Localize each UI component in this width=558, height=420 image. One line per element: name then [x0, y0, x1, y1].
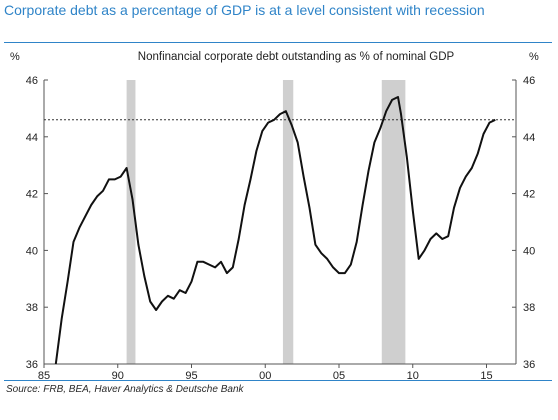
- series-line-corporate-debt: [54, 96, 496, 365]
- x-tick-label: 00: [259, 370, 271, 382]
- headline-rule: [4, 42, 552, 43]
- y-tick-left-label: 38: [26, 302, 38, 314]
- y-tick-right-label: 40: [523, 245, 535, 257]
- x-tick-label: 15: [480, 370, 492, 382]
- y-tick-left-label: 44: [26, 132, 38, 144]
- y-unit-left: %: [10, 51, 20, 63]
- source-rule: [4, 380, 552, 381]
- y-unit-right: %: [529, 51, 539, 63]
- y-tick-right-label: 36: [523, 359, 535, 371]
- y-tick-right-label: 46: [523, 75, 535, 87]
- y-tick-right-label: 38: [523, 302, 535, 314]
- chart-title: Nonfinancial corporate debt outstanding …: [138, 51, 455, 63]
- x-tick-label: 90: [112, 370, 124, 382]
- x-tick-label: 10: [407, 370, 419, 382]
- y-tick-right-label: 44: [523, 132, 535, 144]
- headline: Corporate debt as a percentage of GDP is…: [4, 2, 485, 18]
- y-tick-left-label: 46: [26, 75, 38, 87]
- x-tick-label: 05: [333, 370, 345, 382]
- x-tick-label: 95: [185, 370, 197, 382]
- recession-band-1: [126, 80, 136, 364]
- recession-band-2: [282, 80, 294, 364]
- x-tick-label: 85: [38, 370, 50, 382]
- y-tick-left-label: 40: [26, 245, 38, 257]
- y-tick-left-label: 42: [26, 189, 38, 201]
- source-note: Source: FRB, BEA, Haver Analytics & Deut…: [6, 384, 244, 395]
- y-tick-right-label: 42: [523, 189, 535, 201]
- recession-band-3: [381, 80, 406, 364]
- y-tick-left-label: 36: [26, 359, 38, 371]
